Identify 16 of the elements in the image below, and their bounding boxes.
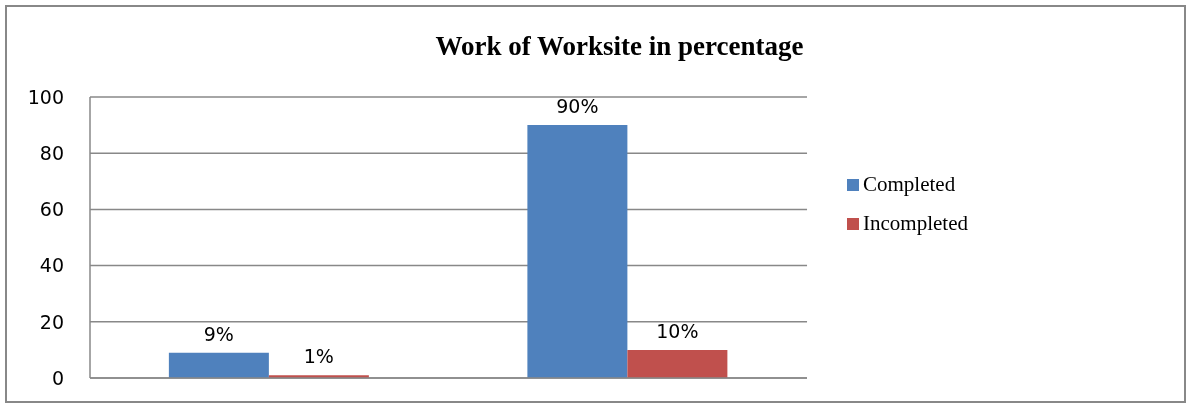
y-tick-label: 100 <box>27 85 64 108</box>
chart-title: Work of Worksite in percentage <box>434 31 805 62</box>
y-tick-label: 60 <box>39 198 64 221</box>
bar <box>168 352 269 378</box>
bar <box>527 125 628 378</box>
legend-label: Completed <box>863 172 956 197</box>
y-tick-label: 20 <box>39 310 64 333</box>
data-label: 90% <box>556 95 599 118</box>
data-label: 10% <box>656 319 699 342</box>
legend-label: Incompleted <box>863 211 968 236</box>
data-label: 9% <box>203 322 234 345</box>
data-label: 1% <box>303 345 334 368</box>
y-tick-label: 0 <box>51 366 64 389</box>
y-tick-label: 40 <box>39 254 64 277</box>
y-tick-label: 80 <box>39 141 64 164</box>
bar <box>627 349 728 378</box>
